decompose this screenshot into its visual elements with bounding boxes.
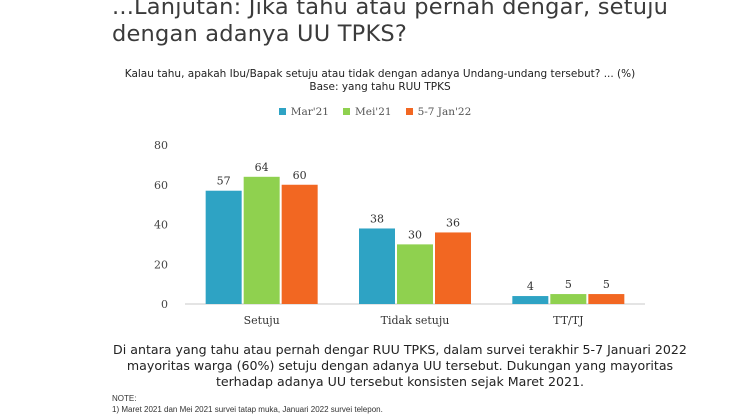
bar-value-label: 4 [527, 280, 534, 293]
legend-item: Mar'21 [278, 106, 329, 118]
chart-legend: Mar'21 Mei'21 5-7 Jan'22 [0, 106, 750, 118]
y-tick-label: 0 [161, 298, 168, 311]
base-text: Base: yang tahu RUU TPKS [309, 81, 451, 93]
slide-title-line1: ...Lanjutan: Jika tahu atau pernah denga… [112, 0, 669, 20]
legend-item: Mei'21 [342, 106, 392, 118]
summary-line1: Di antara yang tahu atau pernah dengar R… [113, 342, 687, 357]
bar-value-label: 36 [446, 216, 460, 229]
bar-value-label: 5 [603, 278, 610, 291]
legend-swatch [342, 108, 350, 115]
slide-title: ...Lanjutan: Jika tahu atau pernah denga… [112, 0, 712, 48]
legend-label: Mei'21 [354, 106, 392, 118]
summary-line3: terhadap adanya UU tersebut konsisten se… [215, 374, 585, 389]
legend-swatch [405, 108, 413, 115]
y-tick-label: 40 [154, 219, 168, 232]
y-tick-label: 60 [154, 179, 168, 192]
bar [588, 294, 625, 304]
note-item: 1) Maret 2021 dan Mei 2021 survei tatap … [112, 405, 383, 414]
x-category-label: TT/TJ [553, 314, 583, 327]
bar-value-label: 5 [565, 278, 572, 291]
y-tick-label: 80 [154, 139, 168, 152]
legend-label: Mar'21 [290, 106, 329, 118]
bar-value-label: 57 [217, 175, 231, 188]
bar [281, 184, 318, 304]
y-tick-label: 20 [154, 258, 168, 271]
bar [243, 176, 280, 304]
bar-value-label: 60 [293, 169, 307, 182]
summary-text: Di antara yang tahu atau pernah dengar R… [80, 342, 720, 390]
bar [550, 294, 587, 304]
summary-line2: mayoritas warga (60%) setuju dengan adan… [126, 358, 674, 373]
bar [512, 296, 549, 304]
legend-item: 5-7 Jan'22 [405, 106, 472, 118]
question-text: Kalau tahu, apakah Ibu/Bapak setuju atau… [124, 68, 636, 80]
bar-value-label: 64 [255, 161, 269, 174]
x-category-label: Tidak setuju [381, 314, 450, 327]
bar-value-label: 38 [370, 212, 384, 225]
bar [397, 244, 433, 304]
note-heading: NOTE: [112, 394, 137, 403]
x-category-label: Setuju [244, 314, 280, 327]
bar-chart: 0 20 40 60 80 57 64 60 Setuju 38 30 36 Tidak setuju 4… [154, 139, 645, 327]
bar [435, 232, 471, 304]
bar [359, 228, 395, 304]
legend-swatch [278, 108, 286, 115]
slide-title-line2: dengan adanya UU TPKS? [112, 21, 408, 47]
chart-question: Kalau tahu, apakah Ibu/Bapak setuju atau… [60, 68, 700, 94]
bar [205, 190, 242, 304]
legend-label: 5-7 Jan'22 [417, 106, 472, 118]
bar-value-label: 30 [408, 228, 422, 241]
